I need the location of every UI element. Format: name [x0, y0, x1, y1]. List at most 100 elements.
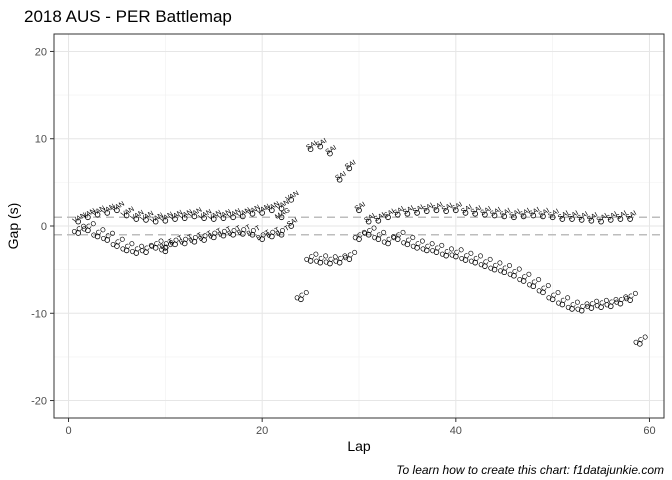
point-bot	[259, 236, 265, 242]
point-oco	[346, 256, 353, 262]
chart-title: 2018 AUS - PER Battlemap	[24, 7, 232, 26]
chart-caption: To learn how to create this chart: f1dat…	[396, 463, 664, 477]
label-sai: SAI	[315, 137, 328, 149]
y-tick-label: -10	[31, 308, 47, 320]
label-sai: SAI	[557, 210, 570, 222]
point-sai	[549, 214, 556, 221]
point-oco	[414, 245, 420, 251]
x-axis-title: Lap	[347, 438, 371, 454]
label-sai: SAI	[567, 210, 580, 222]
point-sai	[327, 150, 333, 157]
label-sai: SAI	[363, 212, 376, 224]
point-sai	[607, 217, 614, 223]
point-oco	[307, 258, 314, 264]
point-sai	[569, 216, 575, 222]
point-sai	[627, 216, 633, 222]
label-sai: SAI	[441, 202, 454, 214]
point-sai	[443, 208, 449, 214]
y-tick-label: 0	[41, 221, 47, 233]
point-sai	[453, 207, 459, 214]
y-axis-ticks: -20 -10 0 10 20	[31, 46, 54, 408]
major-gridlines	[54, 34, 664, 418]
point-oco	[549, 296, 556, 303]
point-oco	[423, 247, 430, 254]
label-sai: SAI	[325, 144, 338, 156]
label-sai: SAI	[509, 208, 522, 220]
point-sai	[482, 211, 488, 218]
label-sai: SAI	[586, 212, 599, 224]
label-sai: SAI	[373, 212, 386, 224]
point-bot	[220, 232, 227, 239]
point-bot	[172, 241, 178, 248]
point-oco	[530, 283, 537, 290]
point-oco	[365, 231, 372, 238]
point-oco	[627, 297, 633, 303]
label-sai: SAI	[412, 204, 425, 216]
point-bot	[181, 240, 188, 247]
point-sai	[317, 143, 324, 150]
point-van	[288, 197, 295, 203]
point-oco	[143, 249, 149, 255]
y-axis-title: Gap (s)	[5, 203, 21, 250]
label-sai: SAI	[576, 211, 589, 223]
point-van	[201, 215, 207, 221]
point-bot	[162, 245, 169, 251]
point-van	[230, 214, 236, 221]
label-sai: SAI	[354, 201, 367, 213]
point-van	[240, 213, 246, 220]
point-sai	[336, 176, 343, 183]
point-sai	[288, 223, 295, 229]
point-oco	[569, 306, 575, 312]
label-sai: SAI	[392, 205, 405, 217]
point-bot	[191, 238, 198, 245]
point-sai	[540, 213, 546, 220]
point-van	[114, 207, 120, 214]
label-sai: SAI	[596, 212, 609, 224]
point-oco	[491, 266, 498, 273]
label-sai: SAI	[286, 217, 299, 229]
point-sai	[520, 213, 527, 220]
label-sai: SAI	[518, 207, 531, 219]
label-sai: SAI	[479, 205, 492, 217]
point-sai	[404, 210, 411, 217]
point-sai	[501, 213, 508, 220]
point-sai	[617, 216, 624, 222]
label-sai: SAI	[450, 201, 463, 213]
point-sai	[433, 207, 440, 214]
point-sai	[559, 216, 566, 222]
x-tick-label: 20	[256, 425, 268, 437]
point-oco	[482, 263, 488, 269]
label-sai: SAI	[528, 206, 541, 218]
x-tick-label: 60	[643, 425, 655, 437]
point-bot	[269, 233, 275, 240]
point-oco	[375, 236, 382, 242]
point-oco	[394, 236, 401, 242]
point-sai	[588, 217, 595, 224]
point-labels: VANVANVANVANVANVANVANVANVANVANVANVANVANV…	[71, 137, 650, 347]
point-van	[210, 216, 217, 222]
label-sai: SAI	[625, 210, 638, 222]
point-sai	[578, 217, 585, 223]
x-tick-label: 0	[65, 425, 71, 437]
point-oco	[298, 296, 304, 303]
y-tick-label: 20	[35, 46, 47, 58]
label-sai: SAI	[305, 140, 318, 152]
point-oco	[123, 247, 130, 254]
x-axis-ticks: 0 20 40 60	[65, 418, 656, 437]
label-sai: SAI	[538, 207, 551, 219]
y-tick-label: -20	[31, 396, 47, 408]
point-sai	[462, 210, 469, 216]
label-sai: SAI	[421, 202, 434, 214]
point-sai	[598, 218, 604, 225]
point-oco	[104, 237, 111, 243]
point-oco	[443, 252, 449, 259]
point-bot	[230, 231, 236, 238]
point-van	[123, 212, 130, 219]
label-sai: SAI	[344, 159, 357, 171]
point-sai	[491, 212, 498, 219]
point-van	[94, 211, 101, 218]
point-oco	[501, 269, 508, 276]
point-van	[152, 218, 159, 225]
point-sai	[511, 214, 517, 221]
point-van	[133, 216, 140, 222]
